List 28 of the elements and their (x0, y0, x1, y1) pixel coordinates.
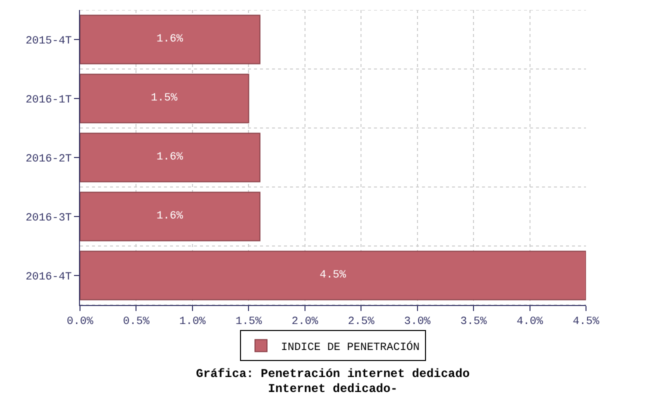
y-tick-label: 2016-4T (26, 271, 72, 284)
bar (80, 74, 250, 124)
data-label: 4.5% (320, 270, 346, 282)
x-tick-label: 3.0% (404, 316, 431, 328)
y-tick-label: 2016-2T (26, 153, 72, 166)
bar (80, 250, 586, 300)
x-tick-label: 2.5% (348, 316, 375, 328)
data-label: 1.5% (150, 92, 178, 104)
bar (80, 192, 260, 242)
x-tick-label: 1.0% (179, 316, 206, 328)
data-label: 1.6% (156, 152, 184, 164)
bar (80, 132, 260, 182)
y-tick-label: 2016-3T (26, 212, 72, 224)
x-tick-label: 1.5% (235, 316, 262, 328)
x-tick-label: 4.0% (516, 316, 544, 328)
x-tick-label: 3.5% (460, 316, 488, 328)
data-label: 1.6% (156, 210, 184, 222)
text: Internet dedicado- (268, 382, 398, 396)
legend-label: INDICE DE PENETRACIÓN (281, 340, 420, 354)
y-tick-label: 2016-1T (26, 94, 72, 106)
data-label: 1.6% (156, 34, 184, 46)
x-tick-label: 0.0% (66, 316, 94, 328)
text: Gráfica: Penetración internet dedicado (196, 367, 470, 381)
y-tick-label: 2015-4T (26, 35, 72, 48)
bar (80, 14, 260, 64)
x-tick-label: 0.5% (123, 316, 150, 328)
x-tick-label: 2.0% (292, 316, 318, 328)
x-tick-label: 4.5% (572, 316, 600, 328)
